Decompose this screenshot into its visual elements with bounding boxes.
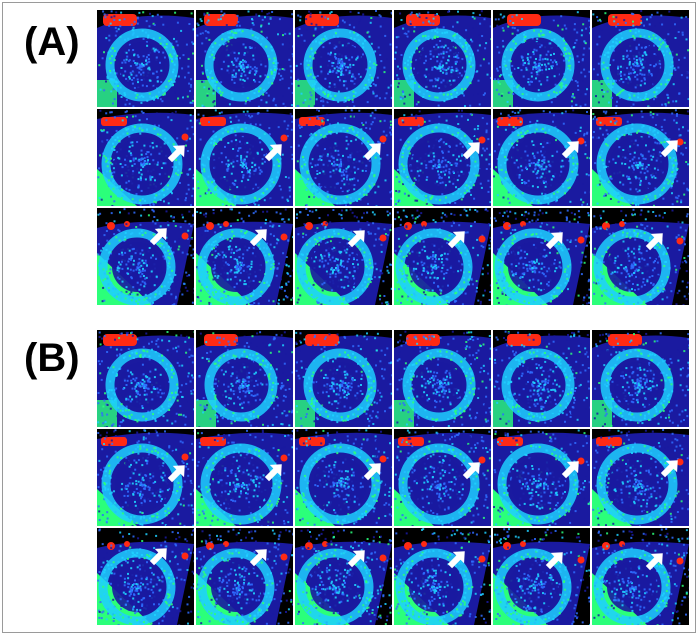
white-arrow-icon — [545, 232, 563, 250]
mri-slice-tile — [196, 208, 293, 305]
white-arrow-icon — [447, 231, 465, 249]
mri-slice-tile — [592, 528, 689, 625]
mri-slice-tile — [196, 330, 293, 427]
white-arrow-icon — [363, 143, 381, 161]
white-arrow-icon — [660, 140, 678, 158]
mri-slice-tile — [97, 109, 194, 206]
mri-slice-tile — [592, 10, 689, 107]
mri-slice-tile — [97, 208, 194, 305]
panel-a-label: (A) — [24, 20, 80, 64]
white-arrow-icon — [249, 229, 267, 247]
white-arrow-icon — [347, 550, 365, 568]
white-arrow-icon — [645, 233, 663, 251]
white-arrow-icon — [167, 145, 185, 163]
mri-slice-tile — [295, 109, 392, 206]
white-arrow-icon — [149, 548, 167, 566]
panel-b-image-grid — [97, 330, 689, 625]
white-arrow-icon — [264, 144, 282, 162]
white-arrow-icon — [462, 142, 480, 160]
mri-slice-tile — [196, 429, 293, 526]
mri-slice-tile — [592, 429, 689, 526]
mri-slice-tile — [97, 528, 194, 625]
mri-slice-tile — [394, 208, 491, 305]
white-arrow-icon — [167, 465, 185, 483]
panel-a-image-grid — [97, 10, 689, 305]
white-arrow-icon — [561, 141, 579, 159]
mri-slice-tile — [196, 528, 293, 625]
mri-slice-tile — [493, 10, 590, 107]
mri-slice-tile — [295, 429, 392, 526]
white-arrow-icon — [645, 553, 663, 571]
mri-slice-tile — [196, 10, 293, 107]
white-arrow-icon — [249, 549, 267, 567]
mri-slice-tile — [592, 330, 689, 427]
white-arrow-icon — [363, 463, 381, 481]
mri-slice-tile — [97, 429, 194, 526]
mri-slice-tile — [394, 429, 491, 526]
mri-slice-tile — [295, 10, 392, 107]
mri-slice-tile — [592, 208, 689, 305]
mri-slice-tile — [295, 330, 392, 427]
mri-slice-tile — [493, 429, 590, 526]
panel-b-label: (B) — [24, 336, 80, 380]
mri-slice-tile — [493, 208, 590, 305]
mri-slice-tile — [394, 330, 491, 427]
mri-slice-tile — [97, 330, 194, 427]
white-arrow-icon — [264, 464, 282, 482]
mri-slice-tile — [493, 528, 590, 625]
mri-slice-tile — [295, 208, 392, 305]
mri-slice-tile — [592, 109, 689, 206]
mri-slice-tile — [394, 10, 491, 107]
white-arrow-icon — [447, 551, 465, 569]
mri-slice-tile — [493, 109, 590, 206]
mri-slice-tile — [97, 10, 194, 107]
mri-slice-tile — [295, 528, 392, 625]
mri-slice-tile — [196, 109, 293, 206]
white-arrow-icon — [462, 462, 480, 480]
mri-slice-tile — [493, 330, 590, 427]
white-arrow-icon — [545, 552, 563, 570]
mri-slice-tile — [394, 528, 491, 625]
white-arrow-icon — [660, 460, 678, 478]
white-arrow-icon — [347, 230, 365, 248]
white-arrow-icon — [561, 461, 579, 479]
mri-slice-tile — [394, 109, 491, 206]
white-arrow-icon — [149, 228, 167, 246]
